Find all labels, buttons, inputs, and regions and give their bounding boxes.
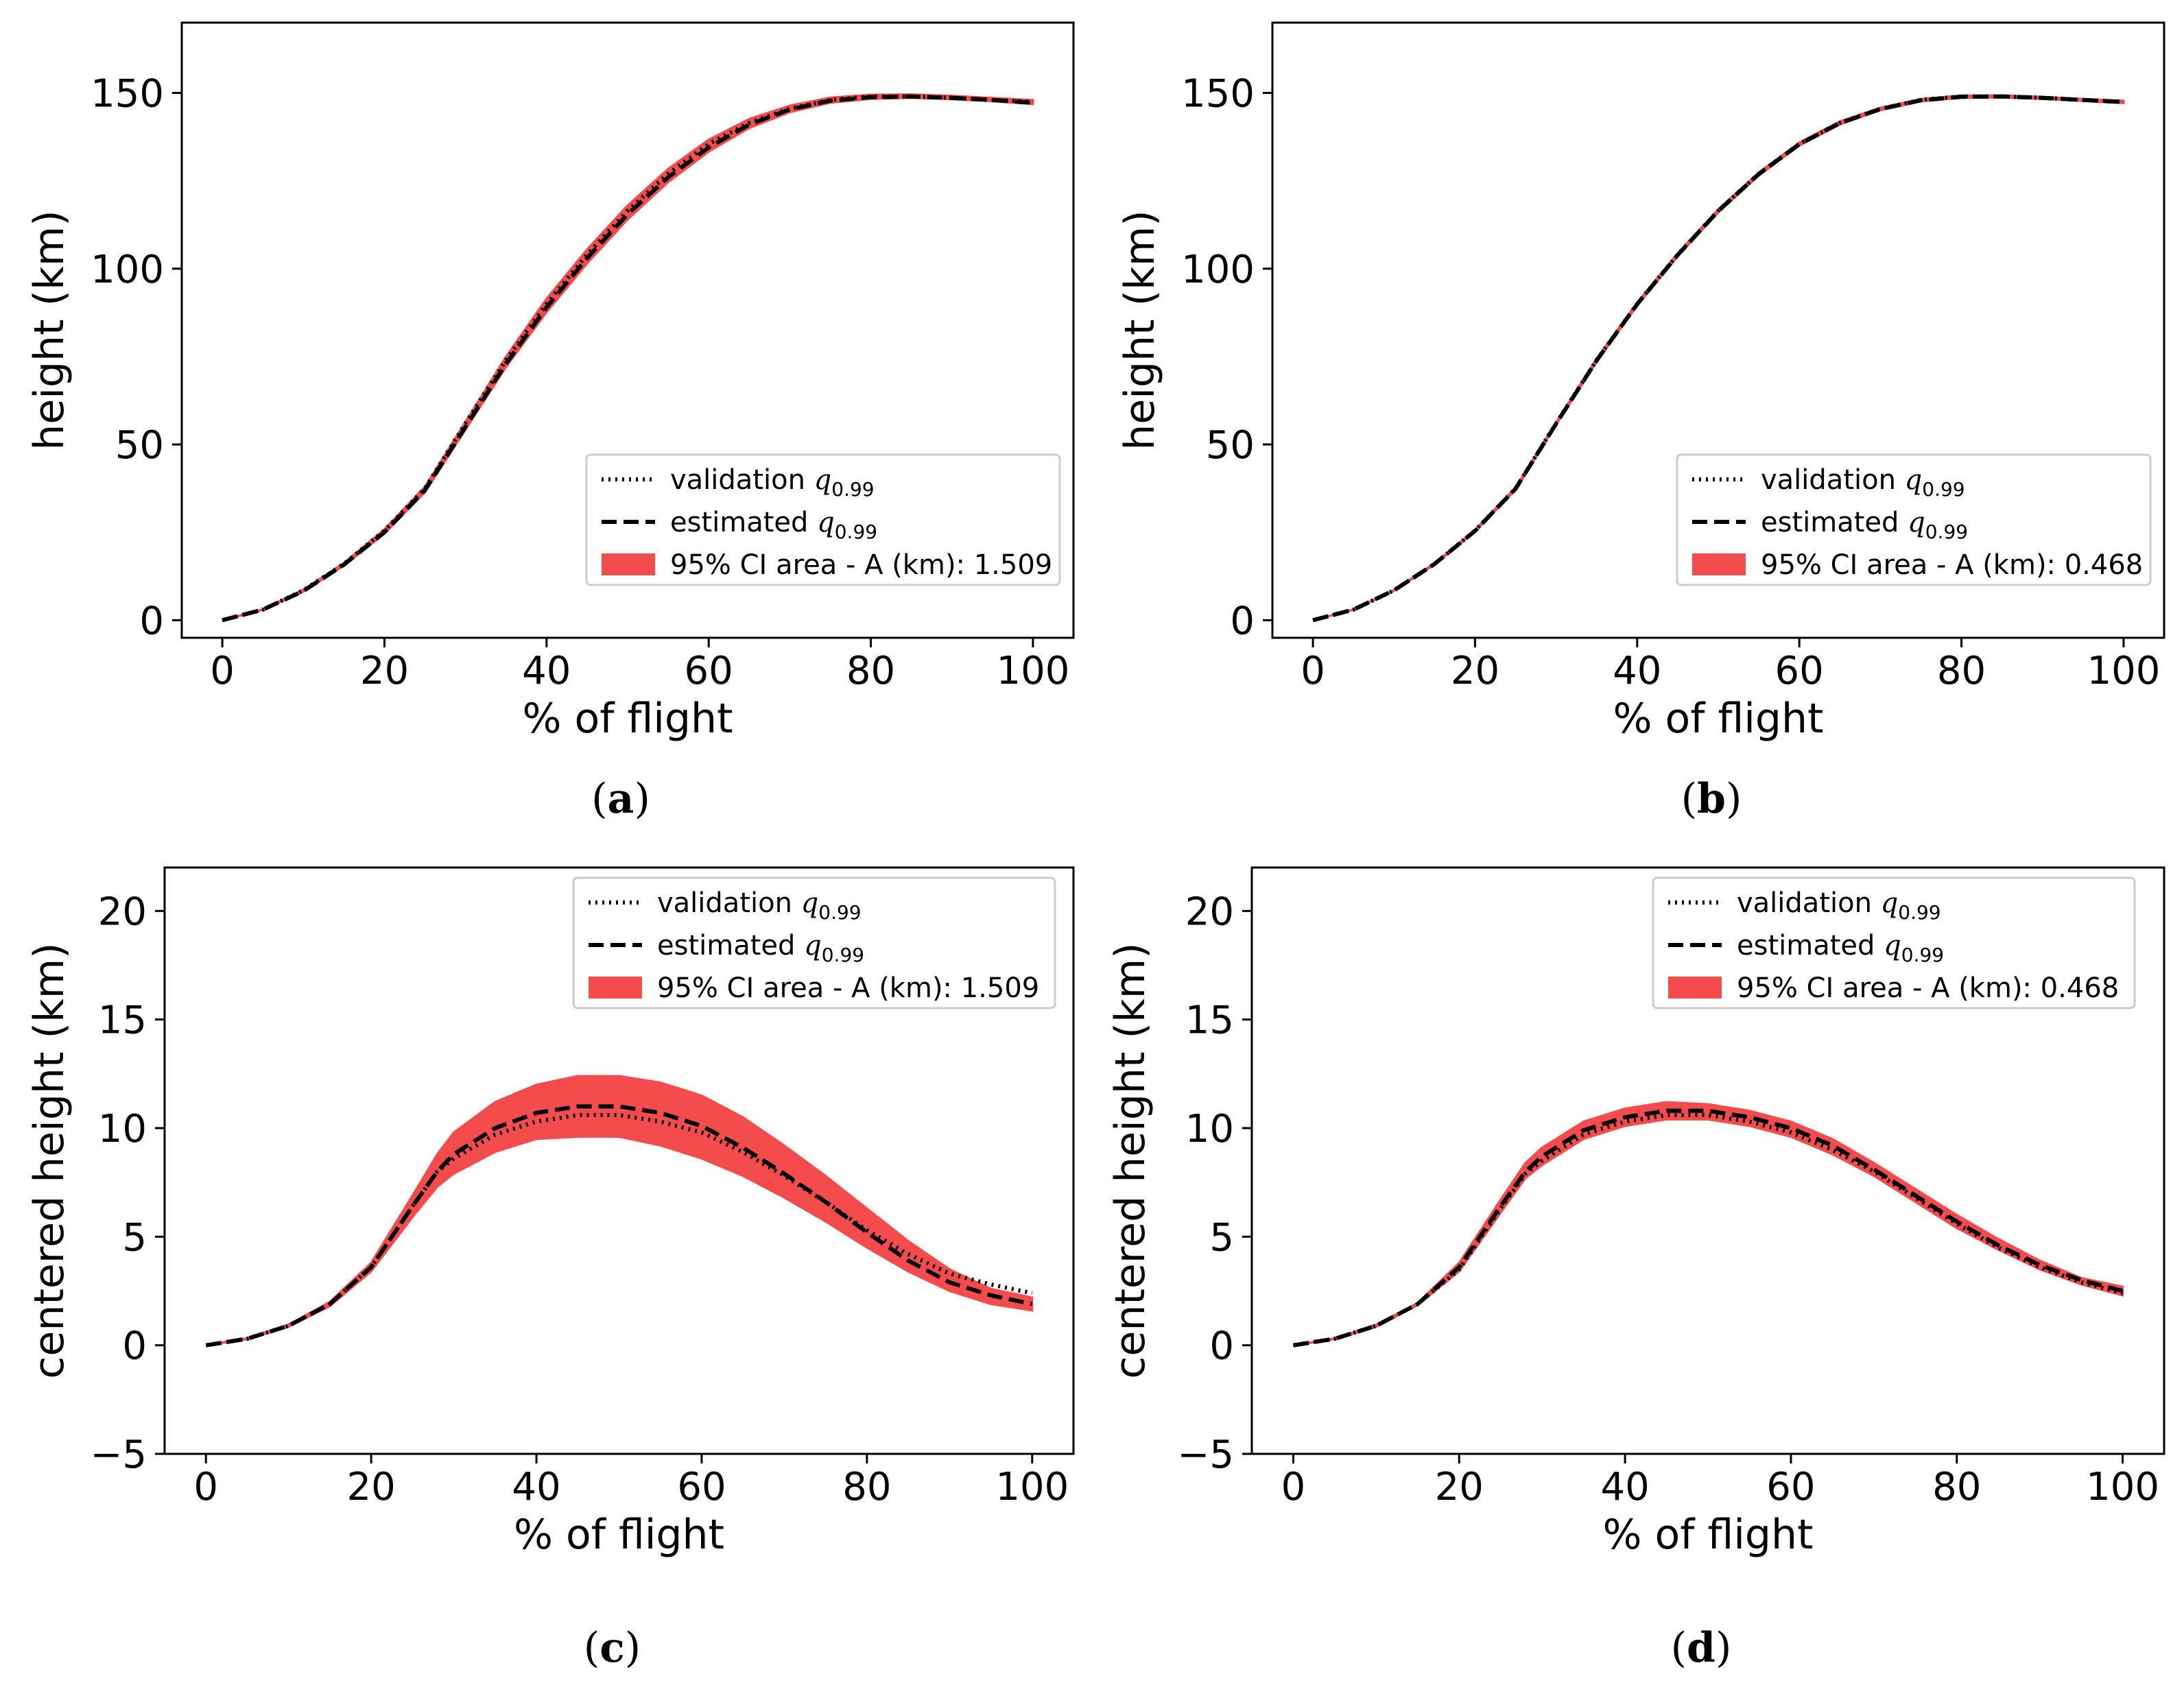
- y-tick-label-0: 0: [1209, 1324, 1234, 1369]
- x-tick-label-20: 20: [1435, 1465, 1484, 1509]
- estimated-line: [205, 1104, 1033, 1348]
- legend: validation q0.99 estimated q0.99 95% CI ar…: [572, 876, 1056, 1009]
- y-tick-label-0: 0: [122, 1324, 147, 1369]
- validation-line: [1292, 1113, 2124, 1348]
- panel-caption: (c): [584, 1624, 641, 1672]
- legend: validation q0.99 estimated q0.99 95% CI ar…: [1676, 453, 2152, 586]
- y-tick-label-15: 15: [98, 999, 147, 1043]
- x-tick-label-0: 0: [193, 1465, 218, 1509]
- y-tick-label-20: 20: [98, 889, 147, 934]
- y-tick-label--5: −5: [90, 1433, 147, 1477]
- x-tick-label-100: 100: [2086, 1465, 2159, 1509]
- legend-label-estimated: estimated q0.99: [1737, 930, 1944, 966]
- y-tick-label-0: 0: [139, 599, 164, 643]
- x-tick-label-60: 60: [1766, 1465, 1815, 1509]
- legend-box: [1652, 876, 2136, 1009]
- y-tick-label-100: 100: [91, 248, 164, 292]
- x-tick-label-40: 40: [522, 649, 571, 693]
- chart-panel-a: 0 20 40 60 80 100 0 50 100 150 % of flight height (…: [25, 21, 1075, 823]
- x-tick-label-80: 80: [846, 649, 895, 693]
- axes-frame: [1250, 866, 2165, 1455]
- y-tick-label-5: 5: [122, 1215, 147, 1260]
- legend-box: [572, 876, 1056, 1009]
- x-tick-label-40: 40: [512, 1465, 560, 1509]
- x-axis-label: % of flight: [522, 695, 733, 743]
- legend: validation q0.99 estimated q0.99 95% CI ar…: [1652, 876, 2136, 1009]
- x-tick-label-80: 80: [1932, 1465, 1981, 1509]
- ci-band: [1293, 1101, 2124, 1347]
- x-tick-label-0: 0: [1281, 1465, 1306, 1509]
- y-axis-label: centered height (km): [1106, 942, 1154, 1378]
- x-axis-label: % of flight: [514, 1511, 724, 1559]
- x-tick-label-20: 20: [360, 649, 409, 693]
- chart-panel-c: 0 20 40 60 80 100 −5 0 5 10 15 20 % of flight centere…: [25, 866, 1075, 1672]
- legend-handle-band: [602, 553, 655, 575]
- y-tick-label-50: 50: [1206, 423, 1255, 468]
- legend-box: [1676, 453, 2152, 586]
- legend-label-estimated: estimated q0.99: [670, 507, 877, 543]
- legend-label-validation: validation q0.99: [1761, 464, 1965, 501]
- y-tick-label-15: 15: [1185, 999, 1234, 1043]
- axes-frame: [163, 866, 1075, 1455]
- legend: validation q0.99 estimated q0.99 95% CI ar…: [585, 453, 1061, 586]
- x-tick-label-20: 20: [1451, 649, 1499, 693]
- legend-handle-band: [1692, 553, 1746, 575]
- x-tick-label-80: 80: [1937, 649, 1986, 693]
- x-tick-label-80: 80: [842, 1465, 891, 1509]
- legend-label-validation: validation q0.99: [670, 464, 875, 501]
- x-tick-label-100: 100: [996, 649, 1069, 693]
- estimated-line: [1292, 1108, 2124, 1348]
- y-tick-label-20: 20: [1185, 889, 1234, 934]
- legend-label-ci: 95% CI area - A (km): 1.509: [657, 972, 1039, 1004]
- y-axis-label: height (km): [1116, 210, 1164, 450]
- panel-caption: (d): [1671, 1624, 1732, 1672]
- validation-line: [1312, 94, 2124, 623]
- chart-panel-b: 0 20 40 60 80 100 0 50 100 150 % of flight height (…: [1116, 21, 2165, 823]
- validation-line: [205, 1113, 1033, 1348]
- y-tick-label-100: 100: [1181, 248, 1255, 292]
- y-axis-label: centered height (km): [25, 942, 73, 1378]
- x-tick-label-100: 100: [2087, 649, 2160, 693]
- y-axis-label: height (km): [25, 210, 73, 450]
- y-tick-label-0: 0: [1230, 599, 1255, 643]
- y-tick-label-10: 10: [98, 1107, 147, 1151]
- chart-panel-d: 0 20 40 60 80 100 −5 0 5 10 15 20 % of flight centere…: [1106, 866, 2165, 1672]
- x-tick-label-100: 100: [995, 1465, 1069, 1509]
- y-tick-label-150: 150: [1181, 72, 1255, 117]
- x-tick-label-0: 0: [1301, 649, 1325, 693]
- y-tick-label-50: 50: [115, 423, 164, 468]
- y-tick-label-5: 5: [1209, 1215, 1234, 1260]
- legend-label-estimated: estimated q0.99: [657, 930, 864, 966]
- x-axis-label: % of flight: [1602, 1511, 1813, 1559]
- x-tick-label-40: 40: [1600, 1465, 1649, 1509]
- panel-caption: (b): [1681, 775, 1742, 823]
- x-tick-label-60: 60: [1775, 649, 1824, 693]
- axes-frame: [180, 21, 1075, 639]
- legend-handle-band: [1668, 977, 1722, 999]
- x-tick-label-0: 0: [210, 649, 235, 693]
- validation-line: [222, 94, 1034, 623]
- legend-box: [585, 453, 1061, 586]
- x-tick-label-40: 40: [1613, 649, 1661, 693]
- x-axis-label: % of flight: [1613, 695, 1823, 743]
- x-tick-label-60: 60: [677, 1465, 726, 1509]
- y-tick-label-10: 10: [1185, 1107, 1234, 1151]
- y-tick-label-150: 150: [91, 72, 164, 117]
- legend-label-ci: 95% CI area - A (km): 0.468: [1737, 972, 2119, 1004]
- y-tick-label--5: −5: [1177, 1433, 1234, 1477]
- panel-caption: (a): [591, 775, 650, 823]
- x-tick-label-60: 60: [685, 649, 733, 693]
- legend-label-estimated: estimated q0.99: [1761, 507, 1968, 543]
- legend-label-validation: validation q0.99: [1737, 887, 1941, 924]
- x-tick-label-20: 20: [347, 1465, 396, 1509]
- legend-label-ci: 95% CI area - A (km): 1.509: [670, 549, 1052, 581]
- legend-label-ci: 95% CI area - A (km): 0.468: [1761, 549, 2143, 581]
- estimated-line: [222, 94, 1034, 623]
- legend-label-validation: validation q0.99: [657, 887, 862, 924]
- axes-frame: [1271, 21, 2165, 639]
- legend-handle-band: [589, 977, 642, 999]
